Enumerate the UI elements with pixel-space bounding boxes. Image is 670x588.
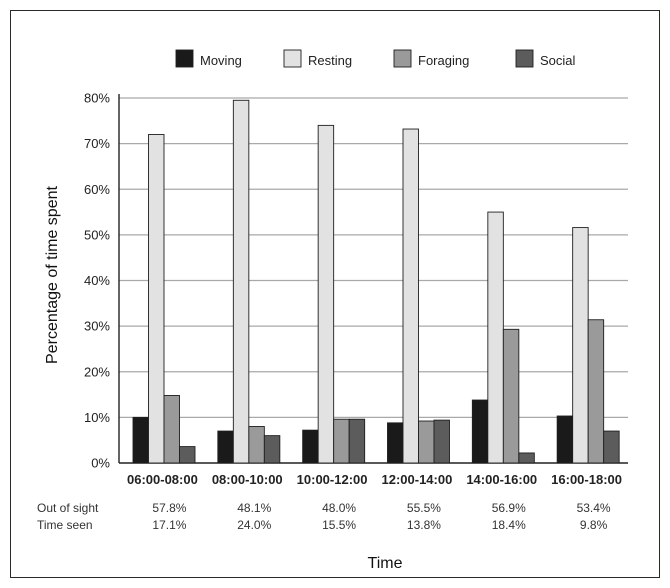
table-cell: 17.1%	[152, 518, 186, 532]
bar-foraging-12:00-14:00	[418, 420, 435, 464]
table-cell: 53.4%	[577, 501, 611, 515]
y-axis-title: Percentage of time spent	[44, 186, 61, 364]
table-cell: 55.5%	[407, 501, 441, 515]
bar-moving-12:00-14:00	[387, 422, 404, 464]
gridlines	[118, 94, 628, 464]
visibility-table: Out of sight 57.8% 48.1% 48.0% 55.5% 56.9% 53.…	[37, 501, 611, 532]
y-tick-label: 30%	[84, 319, 110, 334]
bar-resting-08:00-10:00	[232, 99, 250, 464]
bar-social-14:00-16:00	[518, 452, 535, 464]
bar-foraging-06:00-08:00	[163, 395, 180, 464]
bar-resting-10:00-12:00	[317, 124, 335, 464]
table-cell: 13.8%	[407, 518, 441, 532]
y-tick-label: 70%	[84, 136, 110, 151]
table-cell: 18.4%	[492, 518, 526, 532]
bar-foraging-08:00-10:00	[248, 426, 265, 464]
y-axis-ticks: 0% 10% 20% 30% 40% 50% 60% 70% 80%	[84, 91, 110, 471]
bar-moving-10:00-12:00	[302, 429, 319, 464]
y-tick-label: 80%	[84, 91, 110, 106]
table-row-label: Out of sight	[37, 501, 99, 515]
bar-social-16:00-18:00	[603, 430, 620, 464]
bar-resting-06:00-08:00	[148, 134, 165, 464]
y-tick-label: 50%	[84, 227, 110, 242]
bars	[132, 99, 620, 464]
x-axis: 06:00-08:00 08:00-10:00 10:00-12:00 12:00-1…	[127, 472, 622, 487]
legend-swatch-moving	[175, 49, 194, 68]
x-axis-title: Time	[368, 555, 403, 572]
legend-swatch-social	[515, 49, 534, 68]
bar-moving-14:00-16:00	[471, 399, 489, 464]
legend-swatch-foraging	[393, 49, 412, 68]
table-cell: 56.9%	[492, 501, 526, 515]
table-row-label: Time seen	[37, 518, 93, 532]
legend-label-resting: Resting	[308, 53, 352, 68]
bar-moving-16:00-18:00	[556, 415, 574, 464]
bar-moving-08:00-10:00	[217, 430, 234, 464]
bar-foraging-16:00-18:00	[587, 319, 605, 464]
table-cell: 57.8%	[152, 501, 186, 515]
y-tick-label: 20%	[84, 364, 110, 379]
bar-social-12:00-14:00	[433, 419, 450, 464]
legend-label-social: Social	[540, 53, 576, 68]
legend-label-moving: Moving	[200, 53, 242, 68]
bar-social-06:00-08:00	[179, 446, 196, 464]
bar-social-10:00-12:00	[348, 418, 366, 464]
x-tick-label: 14:00-16:00	[466, 472, 537, 487]
bar-social-08:00-10:00	[263, 435, 281, 464]
y-tick-label: 10%	[84, 410, 110, 425]
bar-resting-12:00-14:00	[402, 128, 419, 464]
bar-foraging-14:00-16:00	[502, 328, 520, 464]
table-cell: 9.8%	[580, 518, 608, 532]
bar-resting-14:00-16:00	[487, 211, 504, 464]
legend-label-foraging: Foraging	[418, 53, 469, 68]
x-tick-label: 16:00-18:00	[551, 472, 622, 487]
y-tick-label: 40%	[84, 273, 110, 288]
x-tick-label: 06:00-08:00	[127, 472, 198, 487]
table-cell: 24.0%	[237, 518, 271, 532]
x-tick-label: 10:00-12:00	[297, 472, 368, 487]
table-cell: 15.5%	[322, 518, 356, 532]
bar-foraging-10:00-12:00	[333, 418, 350, 464]
x-tick-label: 08:00-10:00	[212, 472, 283, 487]
y-tick-label: 0%	[91, 456, 110, 471]
legend-swatch-resting	[283, 49, 302, 68]
bar-resting-16:00-18:00	[572, 227, 589, 464]
x-tick-label: 12:00-14:00	[382, 472, 453, 487]
y-tick-label: 60%	[84, 182, 110, 197]
table-cell: 48.1%	[237, 501, 271, 515]
table-cell: 48.0%	[322, 501, 356, 515]
bar-moving-06:00-08:00	[132, 416, 149, 464]
legend: Moving Resting Foraging Social	[175, 49, 576, 68]
